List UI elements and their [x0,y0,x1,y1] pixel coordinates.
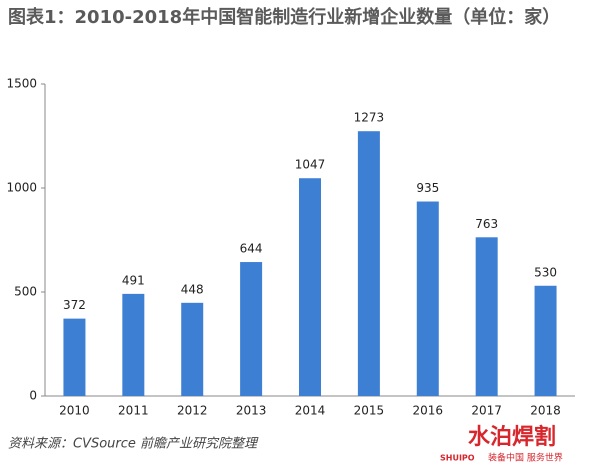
value-label: 644 [240,242,263,256]
y-tick-label: 1000 [6,181,37,195]
x-tick-label: 2014 [295,404,326,418]
source: 资料来源：CVSource 前瞻产业研究院整理 [8,436,259,452]
bar [240,262,263,396]
value-label: 530 [534,265,557,279]
value-label: 491 [122,273,145,287]
y-tick-label: 0 [29,389,37,403]
y-tick-label: 500 [14,285,37,299]
x-tick-label: 2011 [118,404,149,418]
value-label: 763 [475,217,498,231]
bar [416,201,439,396]
x-tick-label: 2013 [236,404,267,418]
value-label: 448 [181,282,204,296]
bar [63,318,86,396]
chart-title: 图表1：2010-2018年中国智能制造行业新增企业数量（单位：家） [8,7,561,28]
x-tick-label: 2016 [413,404,444,418]
x-tick-label: 2015 [354,404,385,418]
bar [475,237,498,396]
value-label: 1047 [295,158,326,172]
value-label: 372 [63,298,86,312]
bar [181,302,204,396]
bar [357,131,380,396]
x-tick-label: 2018 [530,404,561,418]
x-tick-label: 2010 [59,404,90,418]
watermark-slogan: 装备中国 服务世界 [488,452,563,464]
y-tick-label: 1500 [6,77,37,91]
bar [299,178,321,396]
x-tick-label: 2017 [471,404,502,418]
watermark-brand: 水泊焊割 [468,424,556,450]
x-tick-label: 2012 [177,404,208,418]
value-label: 935 [416,181,439,195]
bar [534,285,557,396]
bar [122,293,145,396]
watermark-latin: SHUIPO [440,454,475,463]
value-label: 1273 [354,111,385,125]
